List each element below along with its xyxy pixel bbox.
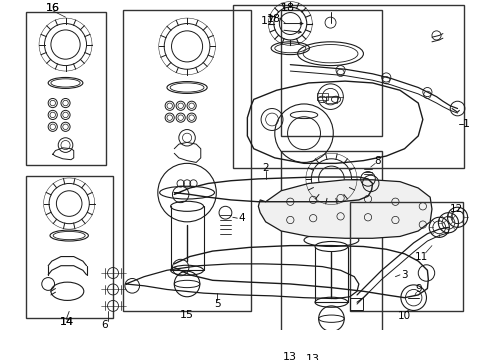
- Bar: [233, 5, 464, 168]
- Polygon shape: [258, 180, 432, 238]
- Text: 6: 6: [101, 320, 108, 330]
- Bar: [123, 10, 251, 311]
- Text: 15: 15: [180, 310, 194, 320]
- Text: 17: 17: [260, 16, 274, 26]
- Text: 13: 13: [306, 354, 320, 360]
- Text: 9: 9: [415, 284, 421, 294]
- Bar: [26, 12, 106, 165]
- Bar: [326, 96, 337, 103]
- Text: 14: 14: [59, 318, 74, 327]
- Bar: [350, 298, 363, 310]
- Text: 14: 14: [59, 318, 74, 327]
- Text: 3: 3: [401, 270, 408, 280]
- Text: 4: 4: [239, 213, 245, 223]
- Text: 8: 8: [374, 156, 380, 166]
- Bar: [26, 176, 113, 318]
- Text: 11: 11: [415, 252, 428, 262]
- Bar: [317, 93, 328, 100]
- Text: 12: 12: [450, 204, 463, 214]
- Text: 1: 1: [463, 119, 470, 129]
- Text: 16: 16: [46, 3, 60, 13]
- Text: 16: 16: [46, 3, 60, 13]
- Bar: [281, 10, 382, 136]
- Text: 18: 18: [267, 14, 281, 24]
- Text: 13: 13: [283, 352, 297, 360]
- Bar: [350, 202, 463, 311]
- Text: 5: 5: [214, 299, 220, 309]
- Text: 18: 18: [281, 3, 295, 13]
- Text: 10: 10: [398, 311, 411, 321]
- Bar: [281, 152, 382, 352]
- Text: 2: 2: [262, 163, 269, 173]
